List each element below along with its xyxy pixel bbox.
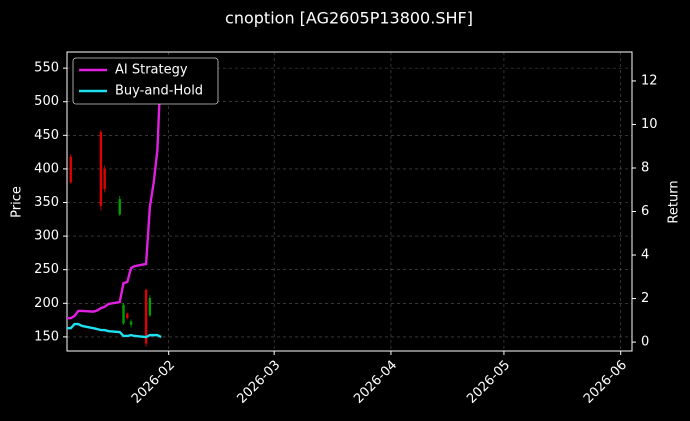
y-tick-label: 150	[34, 329, 59, 344]
y2-tick-label: 6	[641, 204, 649, 219]
candle-body	[118, 199, 121, 215]
y2-tick-label: 0	[641, 335, 649, 350]
y2-axis-label: Return	[667, 180, 682, 223]
chart-title: cnoption [AG2605P13800.SHF]	[225, 9, 473, 28]
y-tick-label: 500	[34, 94, 59, 109]
series-line	[67, 59, 163, 320]
y-tick-label: 450	[34, 128, 59, 143]
y2-tick-label: 12	[641, 73, 658, 88]
y2-tick-label: 2	[641, 291, 649, 306]
legend-label: AI Strategy	[115, 63, 188, 78]
y-tick-label: 250	[34, 262, 59, 277]
legend-box	[72, 57, 219, 105]
legend-label: Buy-and-Hold	[115, 84, 203, 99]
y-tick-label: 300	[34, 229, 59, 244]
y2-tick-label: 8	[641, 160, 649, 175]
candle-body	[148, 297, 152, 316]
y-axis-label: Price	[10, 186, 25, 218]
y2-tick-label: 10	[641, 117, 658, 132]
candle-body	[122, 304, 125, 324]
candle-body	[99, 131, 103, 206]
y-tick-label: 550	[34, 61, 59, 76]
y-tick-label: 400	[34, 161, 59, 176]
candle-body	[69, 156, 72, 183]
plot-frame	[66, 51, 633, 352]
legend: AI Strategy Buy-and-Hold	[72, 57, 219, 105]
y-tick-label: 350	[34, 195, 59, 210]
candle-body	[103, 168, 106, 190]
candle-body	[144, 289, 148, 344]
y-tick-label: 200	[34, 296, 59, 311]
series-line	[67, 322, 162, 339]
candle-body	[129, 321, 133, 325]
candle-body	[126, 313, 129, 319]
y2-tick-label: 4	[641, 248, 649, 263]
